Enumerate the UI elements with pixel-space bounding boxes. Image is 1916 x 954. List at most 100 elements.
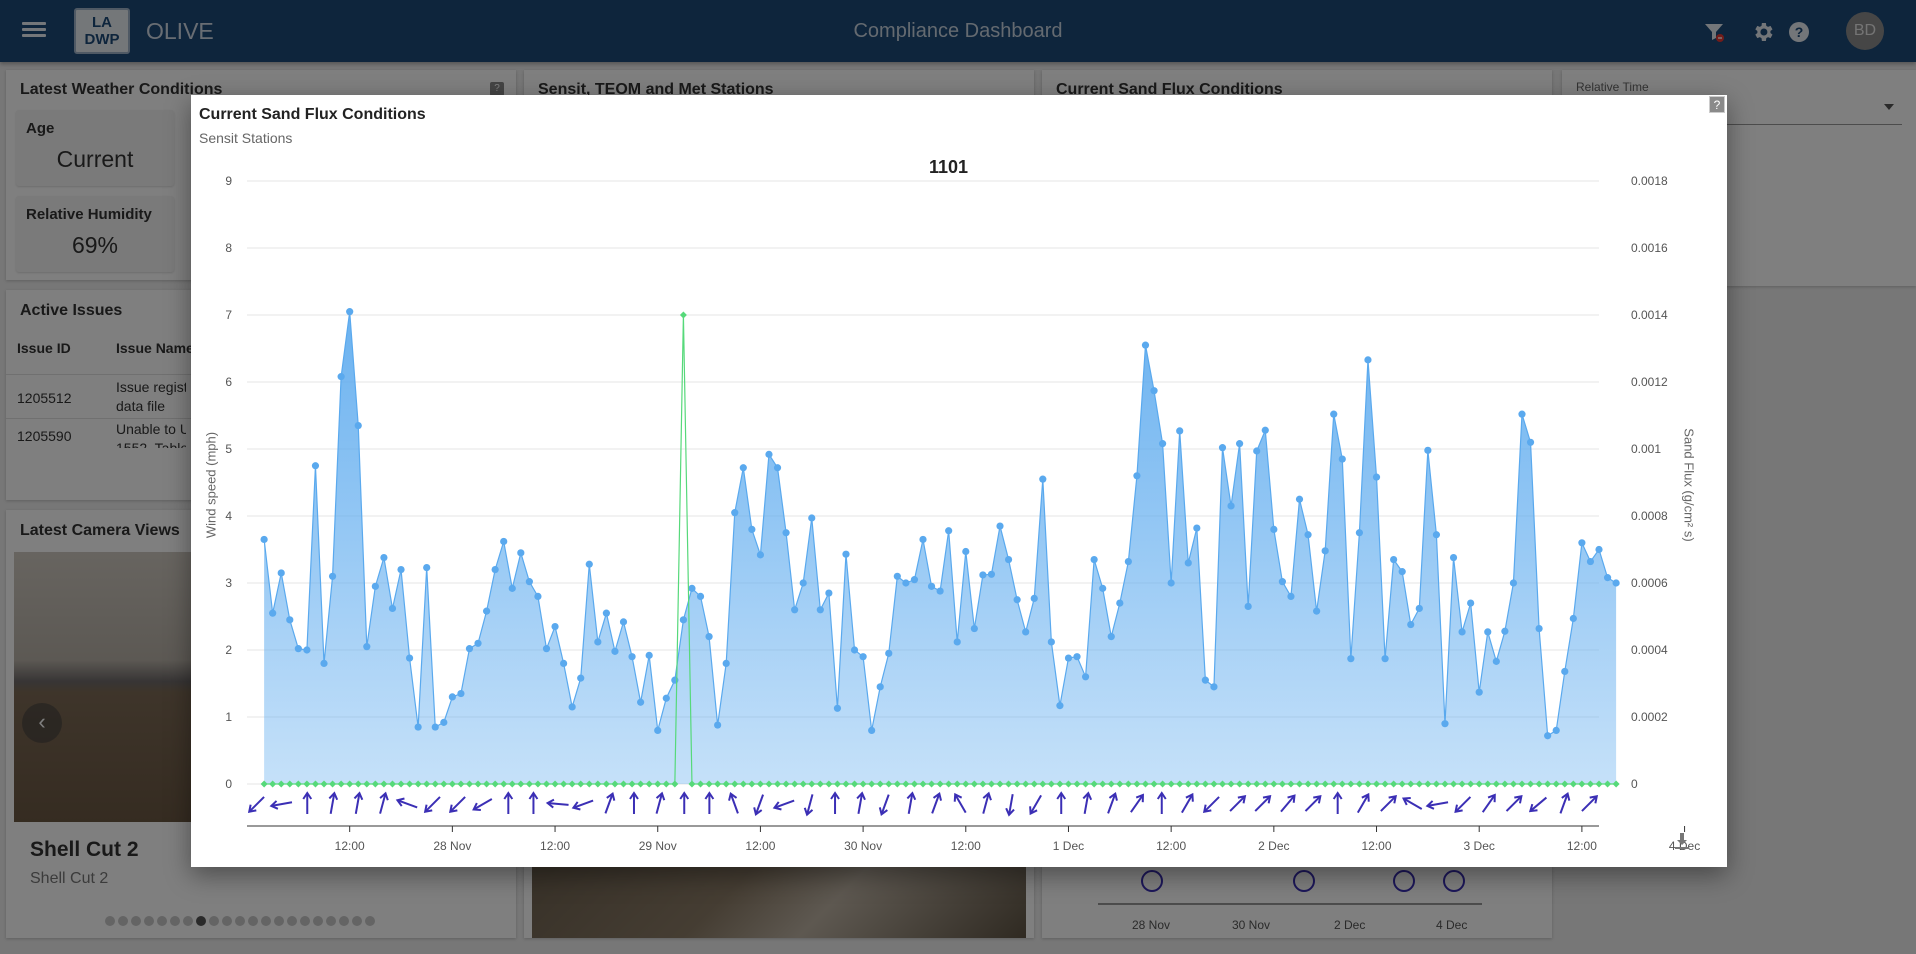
wind-speed-point — [474, 639, 482, 647]
wind-speed-point — [970, 624, 978, 633]
wind-speed-point — [1355, 529, 1364, 537]
sand-flux-point — [1527, 780, 1535, 788]
wind-direction-arrow-icon — [1425, 800, 1449, 810]
sand-flux-point — [491, 780, 499, 788]
wind-direction-arrow-icon — [353, 791, 364, 815]
wind-speed-point — [876, 683, 884, 691]
wind-direction-arrow-icon — [906, 791, 917, 815]
wind-direction-arrow-icon — [830, 791, 840, 814]
wind-speed-point — [1595, 545, 1603, 554]
sand-flux-point — [842, 780, 850, 788]
wind-speed-point — [1047, 638, 1055, 646]
sand-flux-point — [962, 780, 970, 788]
wind-direction-arrow-icon — [982, 791, 992, 814]
download-icon[interactable] — [1674, 832, 1690, 850]
sand-flux-point — [782, 780, 790, 788]
wind-speed-point — [363, 643, 371, 651]
y2-tick-label: 0.001 — [1631, 442, 1661, 456]
wind-speed-point — [602, 609, 610, 617]
sand-flux-point — [277, 780, 285, 788]
wind-speed-point — [1081, 673, 1090, 681]
wind-speed-point — [1578, 539, 1586, 547]
wind-speed-point — [919, 535, 927, 544]
wind-speed-point — [696, 592, 705, 600]
wind-speed-point — [388, 604, 397, 613]
wind-speed-point — [1484, 628, 1492, 636]
sand-flux-point — [731, 780, 739, 788]
wind-speed-point — [277, 569, 285, 577]
sand-flux-point — [928, 780, 936, 788]
sand-flux-chart: 0 1 2 3 4 5 6 7 8 9 0 0.0002 0.0004 0.0006 0.0008 0.001… — [225, 174, 1700, 853]
wind-speed-point — [346, 308, 354, 316]
wind-speed-point — [1261, 426, 1269, 434]
sand-flux-point — [1039, 780, 1047, 788]
sand-flux-point — [620, 780, 628, 788]
sand-flux-point — [1253, 780, 1261, 788]
sand-flux-point — [774, 780, 782, 788]
sand-flux-point — [1090, 780, 1098, 788]
wind-speed-point — [816, 606, 824, 614]
wind-direction-arrow-icon — [328, 791, 339, 815]
wind-direction-arrow-icon — [1056, 791, 1067, 814]
wind-direction-arrow-icon — [1481, 793, 1496, 813]
sand-flux-point — [1082, 780, 1090, 788]
y-tick-label: 8 — [225, 241, 232, 255]
sand-flux-point — [380, 780, 388, 788]
y2-tick-label: 0 — [1631, 777, 1638, 791]
wind-speed-point — [1304, 531, 1312, 539]
sand-flux-point — [1407, 780, 1415, 788]
wind-speed-point — [628, 653, 636, 661]
sand-flux-point — [1535, 780, 1543, 788]
y-tick-label: 1 — [225, 710, 232, 724]
wind-speed-point — [269, 609, 277, 617]
sand-flux-point — [808, 780, 816, 788]
wind-speed-point — [286, 616, 294, 624]
wind-speed-point — [1441, 720, 1449, 728]
wind-speed-point — [320, 659, 328, 668]
dialog-help-button[interactable]: ? — [1709, 96, 1725, 113]
sand-flux-point — [1561, 780, 1569, 788]
wind-speed-point — [337, 373, 345, 381]
sand-flux-point — [269, 780, 277, 788]
sand-flux-point — [1484, 780, 1492, 788]
wind-speed-point — [1569, 614, 1577, 623]
sand-flux-point — [363, 780, 371, 788]
sand-flux-point — [457, 780, 465, 788]
y-tick-label: 2 — [225, 643, 232, 657]
y2-tick-label: 0.0004 — [1631, 643, 1668, 657]
wind-speed-point — [1518, 410, 1526, 418]
sand-flux-point — [662, 780, 670, 788]
x-tick-label: 1 Dec — [1053, 839, 1084, 853]
sand-flux-point — [414, 780, 422, 788]
wind-speed-point — [260, 535, 268, 544]
sand-flux-point — [799, 780, 807, 788]
sand-flux-point — [1296, 780, 1304, 788]
x-tick-label: 12:00 — [1156, 839, 1186, 853]
wind-direction-arrow-icon — [753, 794, 765, 817]
y2-tick-label: 0.0008 — [1631, 509, 1668, 523]
y-tick-label: 3 — [225, 576, 232, 590]
sand-flux-point — [346, 780, 354, 788]
wind-speed-point — [654, 726, 662, 735]
wind-speed-point — [825, 589, 833, 597]
sand-flux-point — [1338, 780, 1346, 788]
sand-flux-dialog: 0 1 2 3 4 5 6 7 8 9 0 0.0002 0.0004 0.0006 0.0008 0.001… — [191, 95, 1727, 867]
sand-flux-point — [1330, 780, 1338, 788]
wind-speed-point — [1176, 427, 1184, 435]
sand-flux-point — [1398, 780, 1406, 788]
wind-speed-point — [902, 579, 910, 587]
wind-speed-point — [842, 550, 850, 558]
wind-speed-point — [1210, 683, 1218, 691]
wind-speed-point — [996, 522, 1004, 530]
wind-direction-arrow-icon — [379, 791, 389, 814]
wind-direction-arrow-icon — [679, 791, 690, 814]
wind-speed-point — [1244, 602, 1252, 611]
x-tick-label: 12:00 — [745, 839, 775, 853]
wind-direction-arrow-icon — [1304, 794, 1322, 812]
wind-speed-point — [1398, 568, 1406, 576]
sand-flux-point — [654, 780, 662, 788]
sand-flux-point — [851, 780, 859, 788]
sand-flux-point — [1458, 780, 1466, 788]
sand-flux-point — [1013, 780, 1021, 788]
wind-speed-point — [1544, 732, 1552, 740]
